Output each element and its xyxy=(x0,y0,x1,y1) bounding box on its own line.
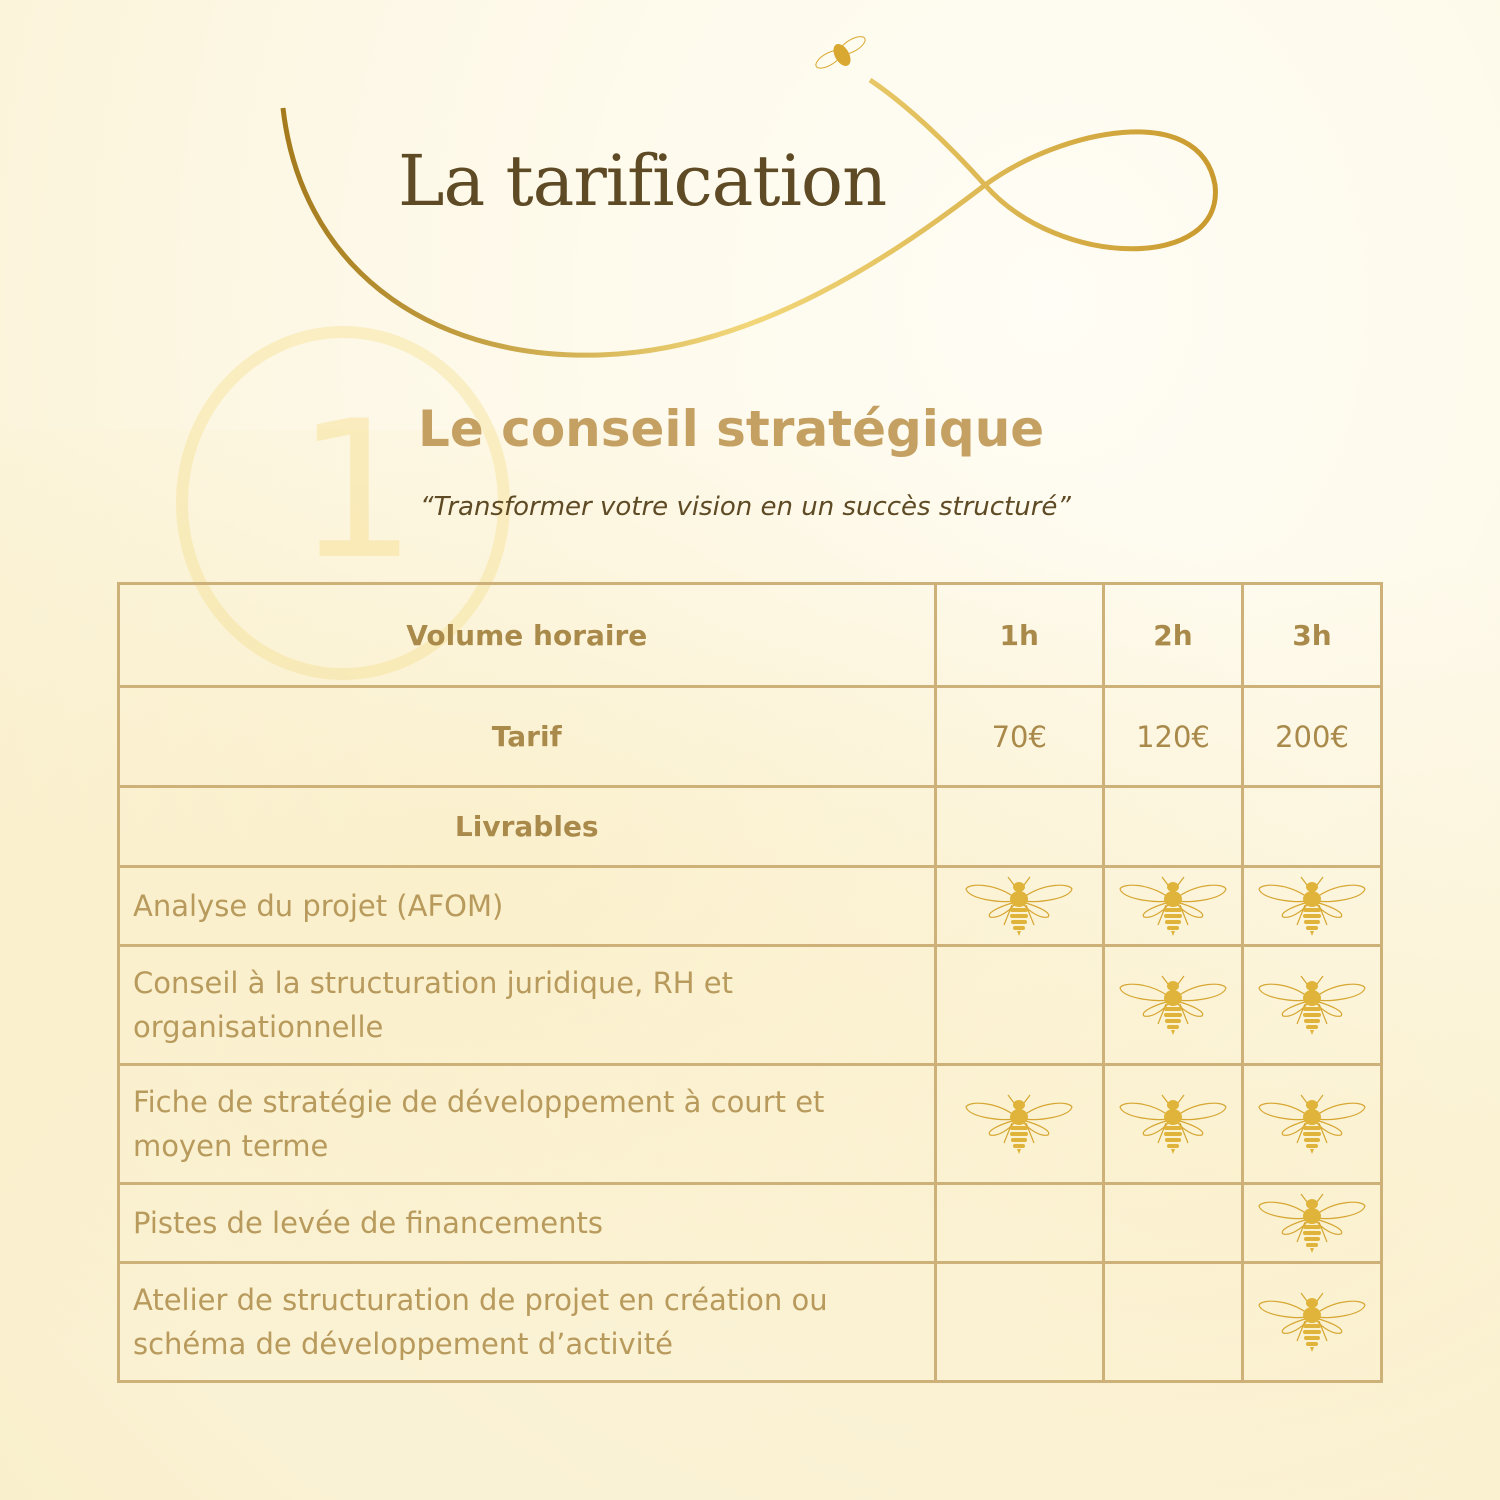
inclusion-cell xyxy=(1101,1261,1245,1383)
bee-icon xyxy=(1118,974,1228,1036)
inclusion-cell xyxy=(1241,1261,1383,1383)
bee-icon xyxy=(1257,1192,1367,1254)
inclusion-cell xyxy=(1241,865,1383,947)
section-number: 1 xyxy=(296,380,417,601)
livrables-row: Livrables xyxy=(117,785,1383,868)
tarif-label: Tarif xyxy=(117,685,937,788)
inclusion-cell xyxy=(933,1261,1105,1383)
inclusion-cell xyxy=(1241,1063,1383,1185)
tarif-row: Tarif 70€ 120€ 200€ xyxy=(117,685,1383,788)
bee-icon xyxy=(1118,875,1228,937)
price-3h: 200€ xyxy=(1241,685,1383,788)
table-row: Pistes de levée de financements xyxy=(117,1182,1383,1264)
bee-icon xyxy=(964,875,1074,937)
inclusion-cell xyxy=(1101,865,1245,947)
inclusion-cell xyxy=(1101,1063,1245,1185)
bee-icon xyxy=(1118,1093,1228,1155)
bee-icon xyxy=(1257,875,1367,937)
price-2h: 120€ xyxy=(1101,685,1245,788)
table-row: Analyse du projet (AFOM) xyxy=(117,865,1383,947)
pricing-table: Volume horaire 1h 2h 3h Tarif 70€ 120€ 2… xyxy=(117,582,1383,1383)
volume-header: Volume horaire xyxy=(117,582,937,688)
section-quote: “Transformer votre vision en un succès s… xyxy=(420,492,1071,522)
table-header-row: Volume horaire 1h 2h 3h xyxy=(117,582,1383,688)
page-title: La tarification xyxy=(398,140,887,222)
price-1h: 70€ xyxy=(933,685,1105,788)
section-heading: Le conseil stratégique xyxy=(418,400,1045,458)
inclusion-cell xyxy=(1241,944,1383,1066)
inclusion-cell xyxy=(933,1182,1105,1264)
col-2h: 2h xyxy=(1101,582,1245,688)
inclusion-cell xyxy=(1241,1182,1383,1264)
bee-icon xyxy=(1257,1093,1367,1155)
col-3h: 3h xyxy=(1241,582,1383,688)
bee-icon xyxy=(964,1093,1074,1155)
deliverable-label: Analyse du projet (AFOM) xyxy=(117,865,937,947)
livrables-label: Livrables xyxy=(117,785,937,868)
inclusion-cell xyxy=(1101,1182,1245,1264)
deliverable-label: Conseil à la structuration juridique, RH… xyxy=(117,944,937,1066)
table-row: Atelier de structuration de projet en cr… xyxy=(117,1261,1383,1383)
col-1h: 1h xyxy=(933,582,1105,688)
deliverable-label: Fiche de stratégie de développement à co… xyxy=(117,1063,937,1185)
deliverable-label: Atelier de structuration de projet en cr… xyxy=(117,1261,937,1383)
table-row: Conseil à la structuration juridique, RH… xyxy=(117,944,1383,1066)
deliverable-label: Pistes de levée de financements xyxy=(117,1182,937,1264)
inclusion-cell xyxy=(1101,944,1245,1066)
table-row: Fiche de stratégie de développement à co… xyxy=(117,1063,1383,1185)
bee-icon xyxy=(1257,974,1367,1036)
inclusion-cell xyxy=(933,1063,1105,1185)
bee-icon xyxy=(1257,1291,1367,1353)
inclusion-cell xyxy=(933,944,1105,1066)
inclusion-cell xyxy=(933,865,1105,947)
bee-icon xyxy=(815,36,866,69)
